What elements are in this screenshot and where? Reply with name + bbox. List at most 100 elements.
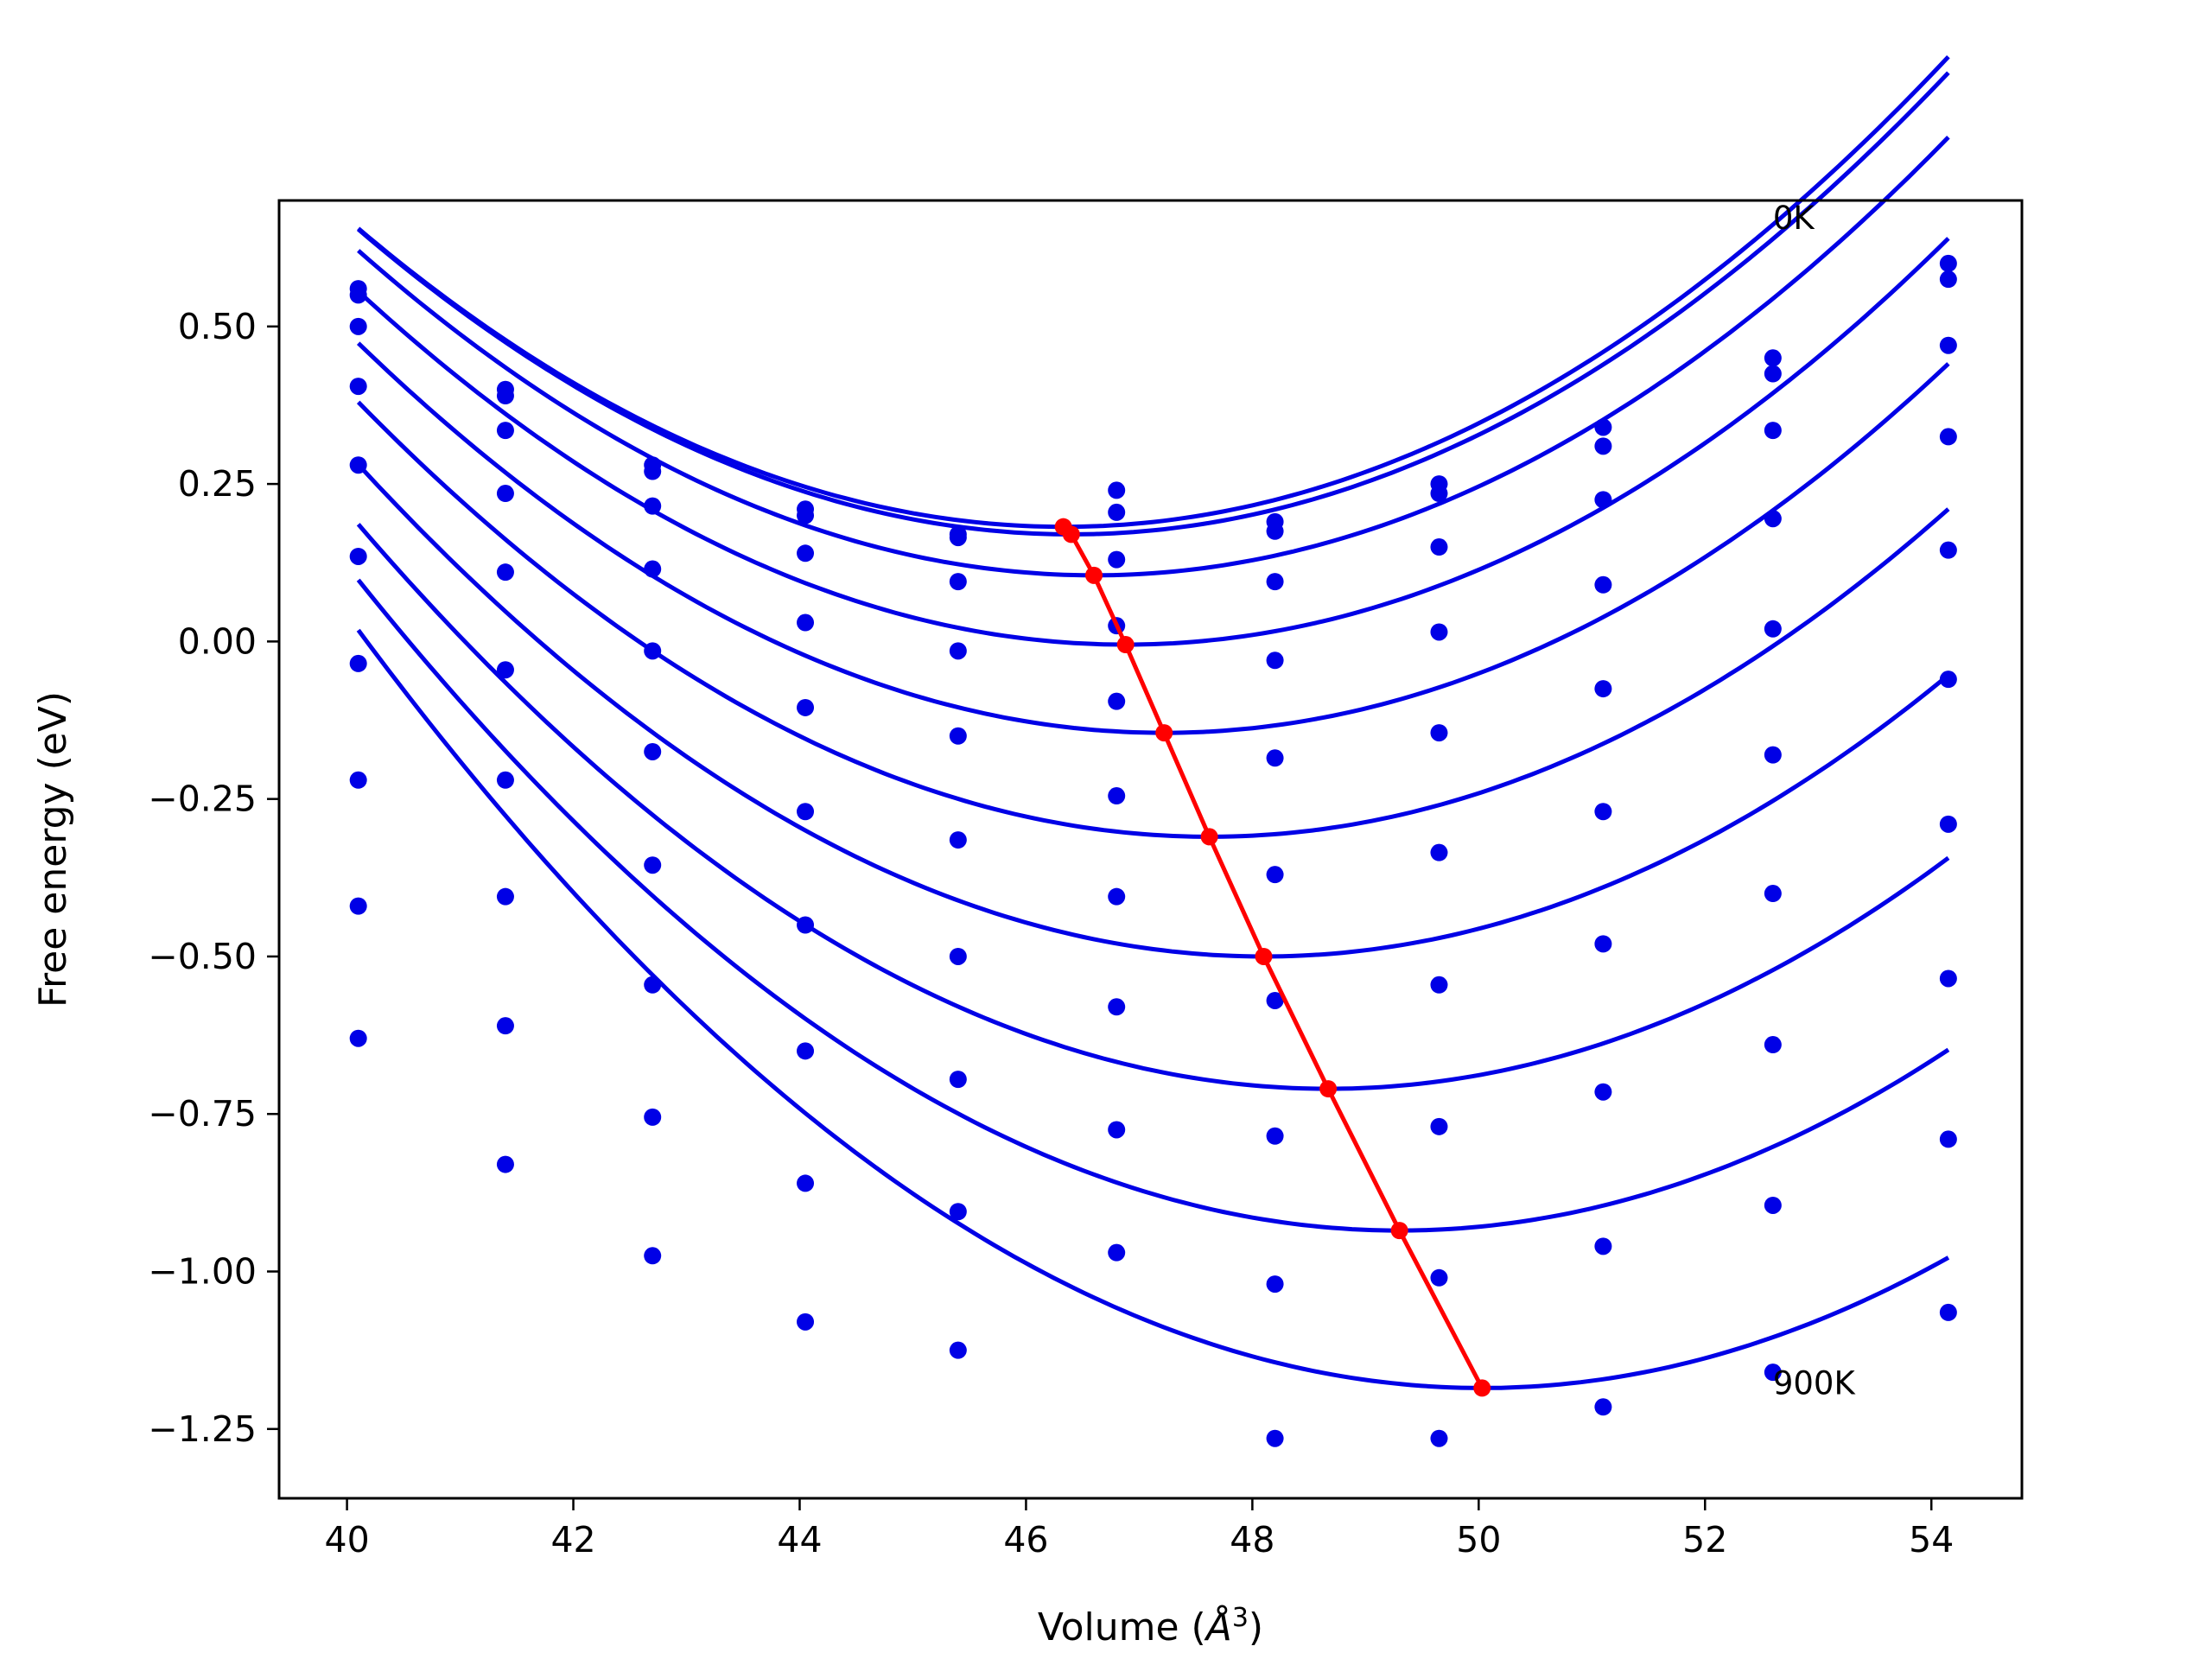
annotation-0K: 0K: [1773, 200, 1816, 237]
y-axis-label: Free energy (eV): [31, 691, 75, 1007]
data-point-0K: [1764, 349, 1782, 367]
data-point-500K: [1266, 866, 1284, 884]
data-point-300K: [349, 378, 367, 396]
data-point-500K: [349, 547, 367, 565]
y-tick-label: 0.50: [178, 306, 257, 347]
fit-curve-0K: [357, 54, 1950, 530]
data-point-200K: [496, 422, 514, 440]
x-tick-label: 54: [1909, 1519, 1954, 1560]
x-tick-label: 52: [1682, 1519, 1727, 1560]
minimum-point-700K: [1319, 1080, 1338, 1098]
data-point-900K: [496, 1155, 514, 1173]
minimum-point-200K: [1085, 566, 1103, 584]
data-point-700K: [1939, 969, 1957, 988]
data-point-800K: [644, 1108, 662, 1126]
data-point-600K: [797, 916, 815, 934]
data-point-200K: [1594, 491, 1612, 509]
data-point-800K: [1764, 1196, 1782, 1214]
data-point-800K: [1594, 1237, 1612, 1255]
data-point-900K: [644, 1247, 662, 1265]
data-point-400K: [1594, 680, 1612, 698]
x-tick-label: 46: [1003, 1519, 1048, 1560]
data-point-0K: [1108, 481, 1126, 499]
fit-curve-900K: [356, 628, 1950, 1390]
data-point-100K: [1939, 270, 1957, 289]
data-point-300K: [1266, 652, 1284, 670]
data-point-600K: [1430, 976, 1448, 994]
data-point-900K: [1764, 1363, 1782, 1382]
data-point-800K: [797, 1174, 815, 1192]
minimum-line: [1054, 518, 1491, 1397]
data-point-700K: [1594, 1083, 1612, 1101]
x-tick-label: 42: [550, 1519, 595, 1560]
data-point-700K: [1108, 998, 1126, 1016]
data-point-300K: [496, 485, 514, 503]
data-point-500K: [496, 661, 514, 679]
data-point-800K: [1108, 1121, 1126, 1139]
data-point-600K: [949, 947, 967, 965]
fit-curve-200K: [357, 136, 1950, 578]
fit-curve-500K: [356, 400, 1950, 839]
x-tick-label: 44: [777, 1519, 822, 1560]
data-point-700K: [644, 976, 662, 994]
minimum-point-800K: [1390, 1222, 1408, 1240]
data-point-900K: [1108, 1243, 1126, 1262]
data-point-200K: [797, 544, 815, 563]
data-point-100K: [1108, 503, 1126, 521]
x-axis-label-text: Volume (: [1038, 1605, 1206, 1649]
data-point-300K: [797, 613, 815, 632]
data-point-0K: [1939, 254, 1957, 272]
y-tick-label: 0.00: [178, 620, 257, 662]
y-tick-label: −1.25: [148, 1408, 257, 1450]
data-point-200K: [349, 317, 367, 335]
data-point-800K: [496, 1017, 514, 1035]
data-point-200K: [1430, 538, 1448, 556]
data-point-400K: [949, 727, 967, 745]
data-points: [349, 254, 1957, 1447]
fit-curve-100K: [357, 71, 1950, 537]
data-point-400K: [1430, 724, 1448, 742]
data-point-400K: [1108, 692, 1126, 710]
data-point-300K: [1594, 575, 1612, 594]
minimum-point-400K: [1155, 724, 1173, 742]
data-point-800K: [949, 1203, 967, 1221]
data-point-600K: [1108, 887, 1126, 906]
data-point-900K: [1266, 1429, 1284, 1447]
data-point-0K: [1594, 418, 1612, 436]
data-point-900K: [1430, 1429, 1448, 1447]
data-point-200K: [1108, 550, 1126, 569]
y-tick-label: −0.25: [148, 779, 257, 820]
data-point-900K: [1939, 1303, 1957, 1321]
data-point-900K: [349, 1029, 367, 1047]
data-point-800K: [1939, 1130, 1957, 1148]
minimum-point-500K: [1200, 828, 1218, 846]
y-tick-label: −0.50: [148, 936, 257, 977]
data-point-100K: [949, 529, 967, 547]
data-point-100K: [644, 462, 662, 480]
data-point-200K: [644, 497, 662, 515]
data-point-900K: [797, 1313, 815, 1331]
minimum-point-300K: [1116, 636, 1135, 654]
data-point-300K: [1764, 510, 1782, 528]
y-tick-label: 0.25: [178, 463, 257, 505]
fit-curve-600K: [356, 462, 1950, 959]
data-point-400K: [644, 642, 662, 660]
data-point-600K: [1764, 885, 1782, 903]
data-point-300K: [1430, 623, 1448, 641]
x-tick-label: 50: [1456, 1519, 1501, 1560]
y-tick-label: −1.00: [148, 1251, 257, 1293]
annotation-900K: 900K: [1773, 1365, 1857, 1402]
x-axis-label-close: ): [1249, 1605, 1263, 1649]
data-point-400K: [1266, 749, 1284, 767]
annotations: 0K 900K: [1773, 200, 1857, 1402]
fit-curves: [356, 54, 1950, 1390]
data-point-500K: [797, 803, 815, 821]
fit-curve-300K: [357, 237, 1950, 647]
data-point-100K: [1764, 365, 1782, 383]
data-point-500K: [644, 742, 662, 760]
data-point-500K: [1764, 746, 1782, 764]
minimum-point-100K: [1062, 525, 1080, 543]
data-point-200K: [1266, 573, 1284, 591]
data-point-300K: [1939, 428, 1957, 446]
